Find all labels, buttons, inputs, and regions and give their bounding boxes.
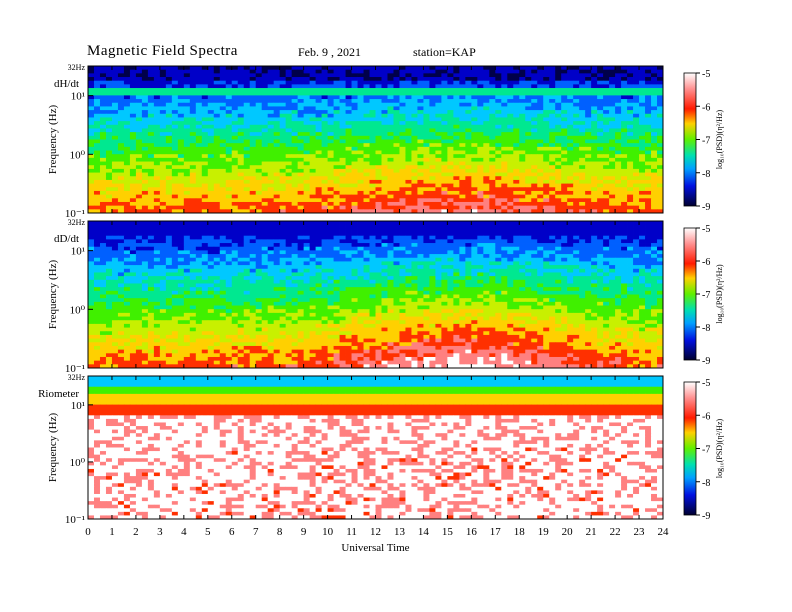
x-tick-label: 23 bbox=[634, 526, 646, 538]
colorbar-tick-label: -6 bbox=[702, 102, 710, 113]
x-tick-label: 13 bbox=[394, 526, 406, 538]
colorbar-label: log₁₀(PSD)(η²/Hz) bbox=[715, 110, 724, 170]
colorbar-tick-label: -8 bbox=[702, 169, 710, 180]
y-tick-label: 32Hz bbox=[68, 218, 86, 227]
colorbar-tick-label: -9 bbox=[702, 202, 710, 213]
colorbar-tick-label: -6 bbox=[702, 257, 710, 268]
y-tick-label: 10⁰ bbox=[70, 457, 86, 469]
heatmap bbox=[88, 376, 664, 520]
x-tick-label: 15 bbox=[442, 526, 454, 538]
colorbar bbox=[683, 72, 697, 207]
colorbar-tick-label: -8 bbox=[702, 323, 710, 334]
panel-0: 10⁻¹ 10⁰ 10¹ 32Hz Frequency (Hz) dH/dt -5 -6 -7 -… bbox=[47, 63, 724, 220]
colorbar-tick-label: -7 bbox=[702, 445, 710, 456]
x-tick-label: 16 bbox=[466, 526, 478, 538]
colorbar-tick-label: -7 bbox=[702, 290, 710, 301]
x-tick-label: 1 bbox=[109, 526, 115, 538]
x-tick-label: 17 bbox=[490, 526, 502, 538]
panel-label: dH/dt bbox=[54, 78, 79, 90]
x-tick-label: 7 bbox=[253, 526, 259, 538]
x-tick-label: 14 bbox=[418, 526, 430, 538]
colorbar bbox=[683, 381, 697, 516]
y-tick-label: 10⁻¹ bbox=[65, 208, 85, 220]
colorbar-label: log₁₀(PSD)(η²/Hz) bbox=[715, 419, 724, 479]
x-tick-label: 8 bbox=[277, 526, 283, 538]
y-axis-label: Frequency (Hz) bbox=[47, 105, 59, 175]
y-tick-label: 10⁻¹ bbox=[65, 363, 85, 375]
x-tick-label: 21 bbox=[586, 526, 597, 538]
x-tick-label: 10 bbox=[322, 526, 334, 538]
colorbar-tick-label: -5 bbox=[702, 378, 710, 389]
x-tick-label: 3 bbox=[157, 526, 163, 538]
heatmap bbox=[88, 221, 664, 369]
x-tick-label: 11 bbox=[346, 526, 357, 538]
chart-title: Magnetic Field Spectra bbox=[87, 43, 238, 59]
y-tick-label: 10⁻¹ bbox=[65, 514, 85, 526]
y-axis-label: Frequency (Hz) bbox=[47, 413, 59, 483]
x-tick-label: 0 bbox=[85, 526, 91, 538]
x-tick-label: 18 bbox=[514, 526, 526, 538]
x-tick-label: 6 bbox=[229, 526, 235, 538]
x-tick-label: 22 bbox=[610, 526, 621, 538]
colorbar-tick-label: -9 bbox=[702, 356, 710, 367]
panel-1: 10⁻¹ 10⁰ 10¹ 32Hz Frequency (Hz) dD/dt -5 -6 -7 -… bbox=[47, 218, 724, 375]
colorbar-tick-label: -7 bbox=[702, 136, 710, 147]
panel-2: 10⁻¹ 10⁰ 10¹ 32Hz Frequency (Hz) Riometer -5 -6… bbox=[38, 373, 724, 554]
panel-label: Riometer bbox=[38, 388, 79, 400]
y-axis-label: Frequency (Hz) bbox=[47, 260, 59, 330]
colorbar-tick-label: -8 bbox=[702, 478, 710, 489]
x-tick-label: 5 bbox=[205, 526, 211, 538]
colorbar-tick-label: -5 bbox=[702, 69, 710, 80]
y-tick-label: 10⁰ bbox=[70, 149, 86, 161]
y-tick-label: 10⁰ bbox=[70, 304, 86, 316]
x-tick-label: 4 bbox=[181, 526, 187, 538]
y-tick-label: 10¹ bbox=[71, 400, 85, 412]
x-tick-label: 24 bbox=[658, 526, 670, 538]
x-tick-label: 20 bbox=[562, 526, 574, 538]
colorbar bbox=[683, 227, 697, 361]
y-tick-label: 32Hz bbox=[68, 373, 86, 382]
colorbar-label: log₁₀(PSD)(η²/Hz) bbox=[715, 264, 724, 324]
y-tick-label: 32Hz bbox=[68, 63, 86, 72]
y-tick-label: 10¹ bbox=[71, 91, 85, 103]
chart-date: Feb. 9 , 2021 bbox=[298, 45, 361, 59]
y-tick-label: 10¹ bbox=[71, 246, 85, 258]
station-label: station=KAP bbox=[413, 45, 476, 59]
x-tick-label: 12 bbox=[370, 526, 381, 538]
x-tick-label: 19 bbox=[538, 526, 550, 538]
colorbar-tick-label: -9 bbox=[702, 511, 710, 522]
panel-label: dD/dt bbox=[54, 233, 79, 245]
x-axis-label: Universal Time bbox=[341, 542, 409, 554]
x-tick-label: 2 bbox=[133, 526, 139, 538]
colorbar-tick-label: -6 bbox=[702, 411, 710, 422]
colorbar-tick-label: -5 bbox=[702, 224, 710, 235]
x-tick-label: 9 bbox=[301, 526, 307, 538]
heatmap bbox=[88, 66, 664, 214]
